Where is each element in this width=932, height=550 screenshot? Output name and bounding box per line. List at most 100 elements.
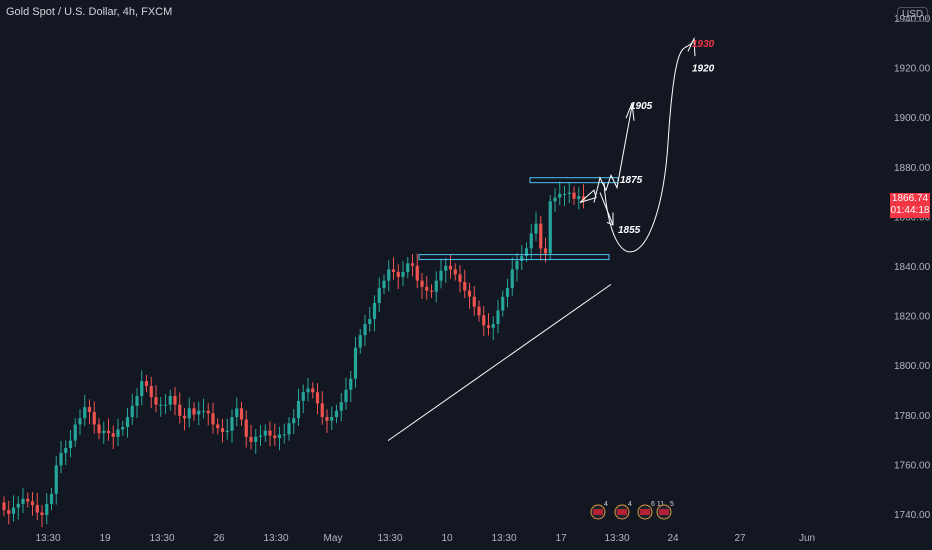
candle-body [83, 407, 87, 419]
candle-body [334, 410, 339, 418]
candle-body [543, 248, 548, 254]
event-count: 4 [604, 501, 608, 508]
candle-body [268, 430, 272, 436]
time-tick-label: 27 [734, 533, 746, 544]
candle-body [258, 435, 263, 437]
price-tick-label: 1780.00 [894, 411, 931, 422]
candle-body [73, 424, 77, 441]
candle-body [486, 325, 491, 328]
candle-body [505, 288, 510, 297]
candle-body [453, 269, 457, 275]
arrow-head-1930 [687, 36, 696, 57]
candle-body [192, 408, 196, 415]
candle-body [201, 410, 206, 412]
time-tick-label: 13:30 [491, 533, 516, 544]
candle-body [92, 412, 96, 425]
candle-body [363, 324, 367, 336]
candle-body [197, 410, 201, 415]
annotation-label: 1905 [630, 101, 653, 112]
candle-body [49, 493, 54, 504]
event-count: 4 [628, 501, 632, 508]
candle-body [45, 503, 49, 515]
candle-body [429, 290, 434, 292]
candle-body [562, 193, 567, 195]
candle-body [387, 269, 391, 281]
candle-body [482, 315, 486, 326]
candle-body [581, 196, 586, 201]
drawings-layer: 1930 1920 1905 1875 1855 [387, 36, 715, 442]
candle-body [149, 386, 153, 398]
candle-body [35, 505, 39, 513]
candle-body [121, 426, 125, 430]
currency-button[interactable]: USD [897, 7, 929, 22]
candle-body [244, 419, 248, 437]
candle-body [7, 510, 11, 514]
pattern-sketch [579, 189, 597, 203]
last-price-tag: 1866.74 01:44:18 [890, 193, 930, 218]
candlestick-series [2, 181, 586, 528]
level-zone-1844 [418, 254, 610, 261]
price-axis[interactable]: 1740.00 1760.00 1780.00 1800.00 1820.00 1840.… [894, 14, 931, 521]
candle-body [410, 263, 415, 266]
candle-body [249, 436, 253, 442]
candle-body [472, 296, 476, 307]
candle-body [320, 403, 324, 418]
scenario-path-1930 [603, 38, 695, 253]
candle-body [553, 197, 557, 202]
event-badge[interactable]: 6 11 [637, 501, 664, 520]
time-tick-label: 13:30 [263, 533, 288, 544]
time-axis[interactable]: 13:30 19 13:30 26 13:30 May 13:30 10 13:30 17 13:3… [35, 533, 815, 544]
event-badge[interactable]: 5 [656, 501, 674, 520]
candle-body [59, 453, 63, 466]
price-tick-label: 1820.00 [894, 312, 931, 323]
arrow-head-1905 [625, 103, 635, 121]
time-tick-label: 19 [99, 533, 111, 544]
time-tick-label: 13:30 [604, 533, 629, 544]
candle-body [420, 280, 424, 287]
candle-body [382, 280, 386, 289]
time-tick-label: 10 [441, 533, 453, 544]
economic-events[interactable]: 4 4 6 11 5 [590, 501, 674, 520]
candle-body [315, 392, 320, 404]
event-badge[interactable]: 4 [590, 501, 608, 520]
event-count: 5 [670, 501, 674, 508]
us-flag-icon [640, 509, 650, 515]
candle-body [125, 417, 130, 427]
candle-body [292, 418, 296, 424]
candle-body [40, 512, 44, 515]
candle-body [339, 402, 343, 411]
candle-body [463, 281, 467, 291]
price-tick-label: 1740.00 [894, 510, 931, 521]
candle-body [458, 274, 462, 282]
candle-body [344, 389, 348, 403]
candle-body [515, 260, 519, 270]
candle-body [325, 417, 329, 421]
candle-body [349, 378, 353, 390]
bar-countdown: 01:44:18 [890, 205, 930, 216]
scenario-path-1905 [593, 105, 633, 203]
candle-body [173, 395, 177, 405]
candle-body [140, 381, 144, 396]
candle-body [21, 498, 25, 504]
us-flag-icon [593, 509, 603, 515]
candle-body [220, 428, 225, 432]
candle-body [178, 404, 182, 416]
price-tick-label: 1920.00 [894, 64, 931, 75]
candle-body [439, 270, 443, 281]
time-tick-label: Jun [799, 533, 815, 544]
time-tick-label: 24 [667, 533, 679, 544]
price-tick-label: 1840.00 [894, 262, 931, 273]
trendline [387, 283, 612, 442]
us-flag-icon [659, 509, 669, 515]
event-badge[interactable]: 4 [614, 501, 632, 520]
candle-body [154, 397, 158, 405]
time-tick-label: 13:30 [35, 533, 60, 544]
candle-body [548, 201, 552, 254]
candle-body [254, 436, 258, 442]
candle-body [130, 405, 134, 418]
annotation-label: 1920 [692, 64, 715, 75]
price-tick-label: 1760.00 [894, 460, 931, 471]
candle-body [520, 255, 524, 261]
candle-body [406, 263, 410, 272]
